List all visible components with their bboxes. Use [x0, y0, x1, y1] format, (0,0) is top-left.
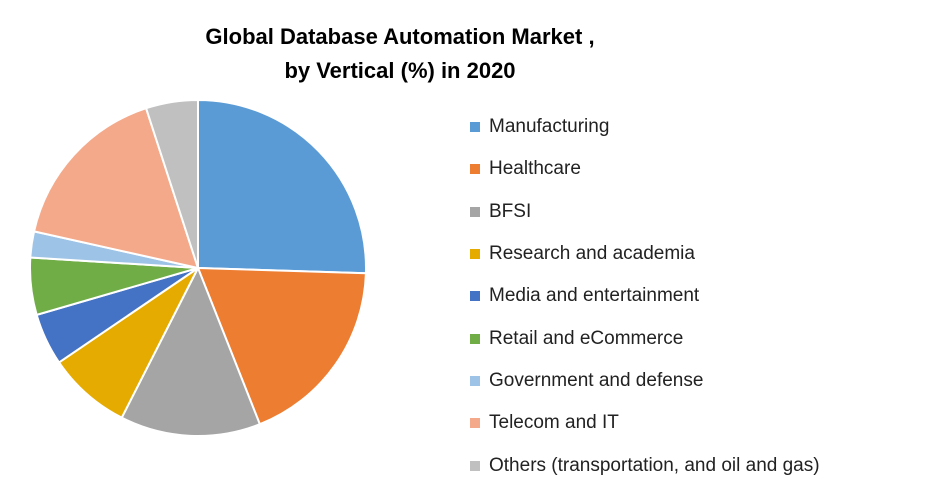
legend-swatch-7: [470, 418, 480, 429]
legend-swatch-3: [470, 249, 480, 260]
legend-swatch-5: [470, 333, 480, 344]
legend: Manufacturing Healthcare BFSI Research and …: [470, 106, 930, 487]
pie-slice-0: [197, 99, 367, 275]
legend-label-7: Telecom and IT: [489, 412, 619, 434]
legend-label-4: Media and entertainment: [489, 285, 700, 307]
legend-swatch-8: [470, 460, 480, 471]
legend-item-7: Telecom and IT: [470, 402, 930, 444]
legend-swatch-6: [470, 375, 480, 386]
legend-item-2: BFSI: [470, 191, 930, 233]
chart-title: Global Database Automation Market , by V…: [180, 20, 620, 88]
legend-item-8: Others (transportation, and oil and gas): [470, 444, 930, 486]
legend-label-0: Manufacturing: [489, 116, 610, 138]
legend-item-5: Retail and eCommerce: [470, 317, 930, 359]
legend-item-3: Research and academia: [470, 233, 930, 275]
pie-slice-2: [120, 267, 261, 437]
legend-swatch-0: [470, 122, 480, 133]
legend-label-8: Others (transportation, and oil and gas): [489, 454, 820, 476]
pie-slice-7: [33, 107, 199, 269]
chart-title-line-1: Global Database Automation Market ,: [205, 24, 595, 49]
pie-slice-8: [145, 99, 199, 269]
legend-label-3: Research and academia: [489, 243, 695, 265]
legend-label-6: Government and defense: [489, 369, 704, 391]
chart-title-line-2: by Vertical (%) in 2020: [284, 58, 516, 83]
pie-slice-1: [197, 267, 367, 426]
legend-label-2: BFSI: [489, 200, 532, 222]
legend-item-4: Media and entertainment: [470, 275, 930, 317]
legend-swatch-1: [470, 164, 480, 175]
legend-swatch-4: [470, 291, 480, 302]
legend-item-6: Government and defense: [470, 360, 930, 402]
legend-label-1: Healthcare: [489, 158, 581, 180]
legend-item-1: Healthcare: [470, 148, 930, 190]
legend-item-0: Manufacturing: [470, 106, 930, 148]
legend-swatch-2: [470, 206, 480, 217]
legend-label-5: Retail and eCommerce: [489, 327, 684, 349]
